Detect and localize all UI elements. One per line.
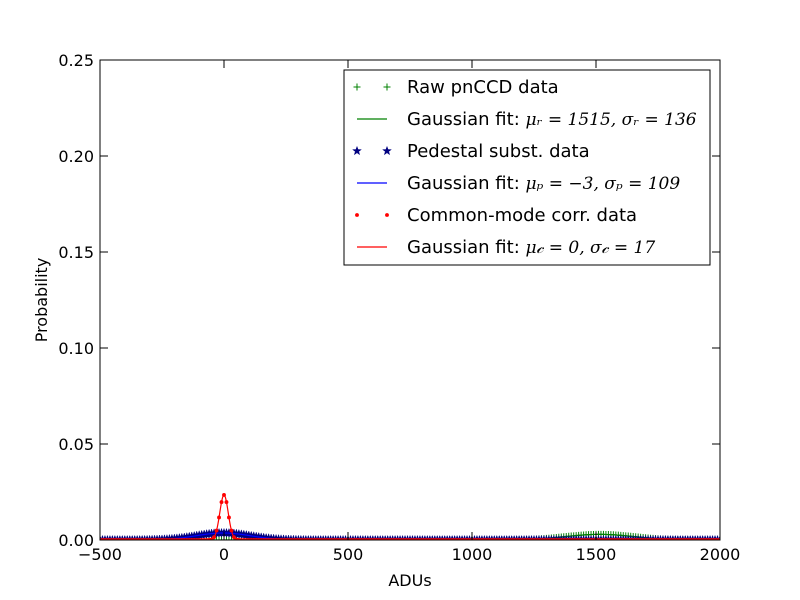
legend-label: Gaussian fit: μᵣ = 1515, σᵣ = 136 bbox=[407, 109, 697, 130]
series-layer bbox=[100, 493, 720, 540]
legend-marker bbox=[385, 213, 389, 217]
x-tick-label: −500 bbox=[78, 545, 122, 564]
series-gaussian-fit-5 bbox=[100, 494, 720, 540]
legend-entry: Gaussian fit: μₚ = −3, σₚ = 109 bbox=[357, 173, 680, 194]
y-tick-label: 0.05 bbox=[58, 435, 94, 454]
legend-math: μ𝒸 = 0, σ𝒸 = 17 bbox=[526, 238, 656, 258]
legend-entry: Gaussian fit: μ𝒸 = 0, σ𝒸 = 17 bbox=[357, 237, 655, 258]
x-tick-label: 2000 bbox=[700, 545, 741, 564]
legend-label: Gaussian fit: μ𝒸 = 0, σ𝒸 = 17 bbox=[407, 237, 655, 258]
legend-marker bbox=[353, 83, 361, 91]
x-axis-label: ADUs bbox=[388, 571, 431, 590]
legend-label: Pedestal subst. data bbox=[407, 141, 590, 162]
data-point bbox=[213, 536, 221, 540]
series-gaussian-fit-3 bbox=[100, 532, 720, 540]
legend-marker bbox=[355, 213, 359, 217]
legend-label: Gaussian fit: μₚ = −3, σₚ = 109 bbox=[407, 173, 680, 194]
legend-entry: Raw pnCCD data bbox=[353, 77, 559, 98]
legend-marker bbox=[381, 145, 393, 156]
legend-entry: Gaussian fit: μᵣ = 1515, σᵣ = 136 bbox=[357, 109, 697, 130]
data-point bbox=[215, 536, 223, 540]
data-point bbox=[218, 536, 226, 540]
y-tick-label: 0.00 bbox=[58, 531, 94, 550]
data-point bbox=[222, 536, 230, 540]
legend-entry: Common-mode corr. data bbox=[355, 205, 637, 226]
series-gaussian-fit-1 bbox=[100, 533, 720, 540]
legend-box bbox=[343, 69, 711, 266]
legend-label: Raw pnCCD data bbox=[407, 77, 559, 98]
x-tick-label: 1000 bbox=[452, 545, 493, 564]
y-tick-label: 0.10 bbox=[58, 339, 94, 358]
y-tick-label: 0.15 bbox=[58, 243, 94, 262]
legend: Raw pnCCD data Gaussian fit: μᵣ = 1515, σ… bbox=[343, 69, 711, 266]
data-point bbox=[227, 536, 235, 540]
plot-frame bbox=[99, 59, 721, 541]
legend-entry: Pedestal subst. data bbox=[351, 141, 590, 162]
y-tick-label: 0.20 bbox=[58, 147, 94, 166]
legend-math: μᵣ = 1515, σᵣ = 136 bbox=[526, 110, 697, 130]
y-axis-label: Probability bbox=[32, 258, 51, 343]
fit-line bbox=[100, 533, 720, 540]
x-tick-label: 1500 bbox=[576, 545, 617, 564]
y-tick-label: 0.25 bbox=[58, 51, 94, 70]
plot-area bbox=[100, 493, 720, 540]
x-tick-label: 500 bbox=[333, 545, 364, 564]
legend-marker bbox=[383, 83, 391, 91]
axes: −500 0 500 1000 1500 2000 0.00 0.05 0.10 0.15 0.20… bbox=[58, 51, 740, 564]
legend-label: Common-mode corr. data bbox=[407, 205, 637, 226]
fit-line bbox=[100, 494, 720, 540]
fit-line bbox=[100, 532, 720, 540]
legend-marker bbox=[351, 145, 363, 156]
legend-math: μₚ = −3, σₚ = 109 bbox=[526, 174, 681, 194]
x-tick-label: 0 bbox=[219, 545, 229, 564]
data-point bbox=[225, 536, 233, 540]
